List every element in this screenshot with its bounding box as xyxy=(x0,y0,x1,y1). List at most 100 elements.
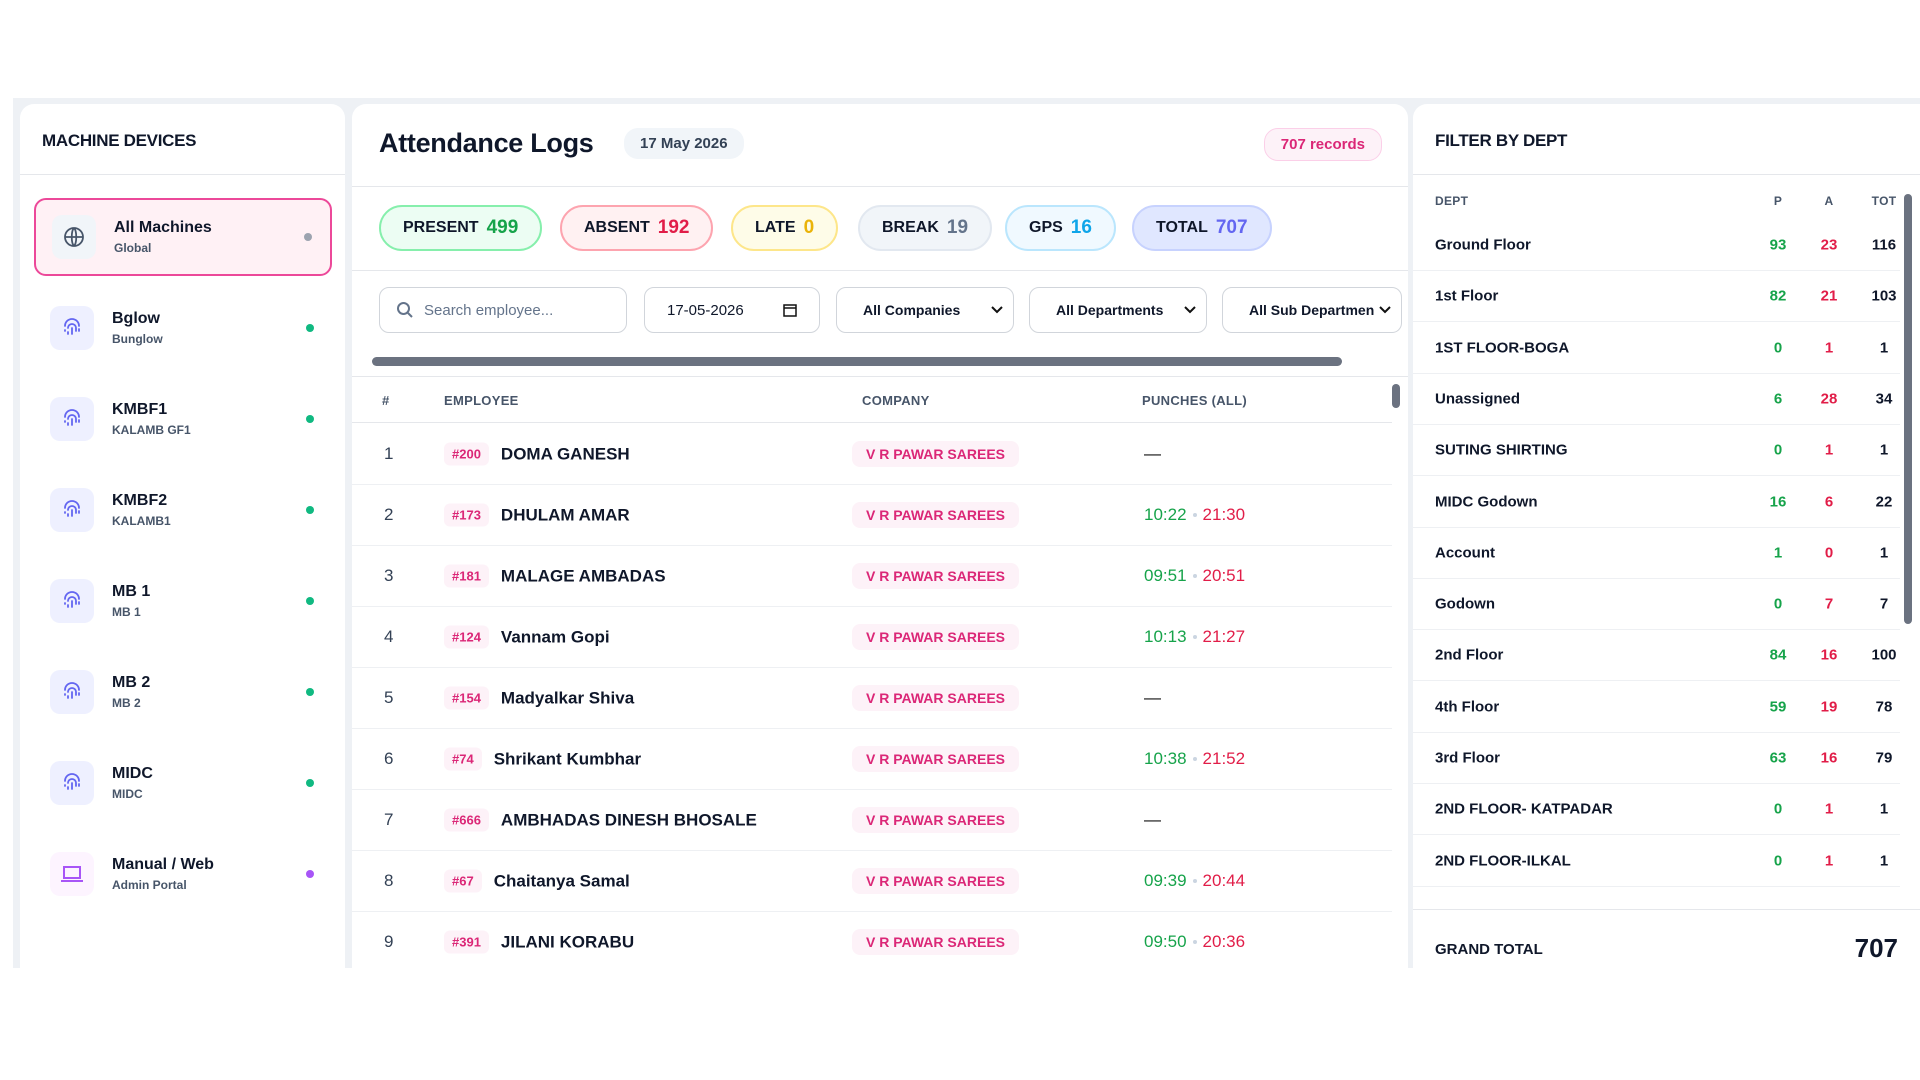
device-text: All Machines Global xyxy=(114,219,304,255)
dept-row[interactable]: Godown 0 7 7 xyxy=(1413,579,1900,631)
dept-count: 100 xyxy=(1871,646,1897,664)
dept-row[interactable]: 1st Floor 82 21 103 xyxy=(1413,271,1900,323)
device-item[interactable]: KMBF2 KALAMB1 xyxy=(34,471,332,549)
dept-row[interactable]: 2ND FLOOR-ILKAL 0 1 1 xyxy=(1413,836,1900,887)
select[interactable]: All Sub Departmen xyxy=(1222,287,1402,333)
device-name: KMBF2 xyxy=(112,492,168,509)
dept-row[interactable]: Ground Floor 93 23 116 xyxy=(1413,220,1900,271)
stat-pill[interactable]: TOTAL 707 xyxy=(1132,205,1272,251)
device-icon xyxy=(50,761,94,805)
dept-count: 82 xyxy=(1769,287,1787,305)
stat-pill[interactable]: BREAK 19 xyxy=(858,205,993,251)
device-icon xyxy=(50,670,94,714)
company-tag: V R PAWAR SAREES xyxy=(852,624,1019,650)
device-item[interactable]: All Machines Global xyxy=(34,198,332,276)
device-item[interactable]: MIDC MIDC xyxy=(34,744,332,822)
dept-row[interactable]: 2ND FLOOR- KATPADAR 0 1 1 xyxy=(1413,784,1900,836)
device-text: MB 2 MB 2 xyxy=(112,674,306,710)
column-header: PUNCHES (ALL) xyxy=(1142,393,1248,408)
dept-count: 1 xyxy=(1824,441,1834,459)
dept-count: 79 xyxy=(1875,749,1893,767)
dept-row[interactable]: Unassigned 6 28 34 xyxy=(1413,374,1900,425)
device-sub: MIDC xyxy=(112,787,143,801)
column-header: DEPT xyxy=(1435,194,1469,208)
dept-name: 2nd Floor xyxy=(1435,646,1504,664)
dept-row[interactable]: Account 1 0 1 xyxy=(1413,528,1900,579)
dept-count: 16 xyxy=(1820,749,1838,767)
punches: 09:51 20:51 xyxy=(1144,566,1245,586)
select-value: All Sub Departmen xyxy=(1249,302,1375,318)
log-row: 3 #181 MALAGE AMBADAS V R PAWAR SAREES 09:51… xyxy=(352,546,1392,607)
punch-out: 21:52 xyxy=(1202,749,1246,768)
select[interactable]: All Departments xyxy=(1029,287,1207,333)
dept-row[interactable]: MIDC Godown 16 6 22 xyxy=(1413,477,1900,528)
employee-id: #200 xyxy=(444,442,489,466)
punch-in: — xyxy=(1144,444,1161,463)
device-item[interactable]: Bglow Bunglow xyxy=(34,289,332,367)
dept-count: 59 xyxy=(1769,698,1787,716)
date-chip: 17 May 2026 xyxy=(624,128,744,159)
h-scrollbar[interactable] xyxy=(372,357,1342,366)
select[interactable]: All Companies xyxy=(836,287,1014,333)
search-box[interactable]: Search employee... xyxy=(379,287,627,333)
stat-pill[interactable]: ABSENT 192 xyxy=(560,205,714,251)
dept-row[interactable]: 1ST FLOOR-BOGA 0 1 1 xyxy=(1413,323,1900,374)
employee-id: #154 xyxy=(444,686,489,710)
punches: 10:38 21:52 xyxy=(1144,749,1245,769)
dept-count: 0 xyxy=(1773,800,1783,818)
device-item[interactable]: MB 1 MB 1 xyxy=(34,562,332,640)
select-value: All Companies xyxy=(863,302,961,318)
device-sub: MB 1 xyxy=(112,605,141,619)
employee-name: AMBHADAS DINESH BHOSALE xyxy=(500,810,757,829)
grand-total-label: GRAND TOTAL xyxy=(1435,941,1543,958)
row-number: 6 xyxy=(384,749,394,768)
grand-total-value: 707 xyxy=(1854,933,1898,963)
dept-row[interactable]: SUTING SHIRTING 0 1 1 xyxy=(1413,425,1900,477)
v-scrollbar[interactable] xyxy=(1904,194,1912,624)
dept-count: 116 xyxy=(1871,236,1897,254)
punch-in: 10:38 xyxy=(1144,749,1187,768)
status-dot xyxy=(306,324,314,332)
device-sub: Admin Portal xyxy=(112,878,187,892)
device-item[interactable]: Manual / Web Admin Portal xyxy=(34,835,332,913)
stat-value: 707 xyxy=(1215,217,1248,238)
dept-row[interactable]: 4th Floor 59 19 78 xyxy=(1413,682,1900,733)
dept-count: 1 xyxy=(1824,800,1834,818)
dept-count: 19 xyxy=(1820,698,1838,716)
employee-name: Shrikant Kumbhar xyxy=(493,749,642,768)
v-scrollbar[interactable] xyxy=(1392,384,1400,408)
device-icon xyxy=(52,215,96,259)
log-row: 8 #67 Chaitanya Samal V R PAWAR SAREES 09:39… xyxy=(352,851,1392,912)
stat-value: 16 xyxy=(1070,217,1092,238)
employee-id: #67 xyxy=(444,869,482,893)
status-dot xyxy=(306,506,314,514)
stat-pill[interactable]: LATE 0 xyxy=(731,205,839,251)
dept-row[interactable]: 2nd Floor 84 16 100 xyxy=(1413,630,1900,682)
dept-row[interactable]: 3rd Floor 63 16 79 xyxy=(1413,733,1900,784)
row-number: 8 xyxy=(384,871,394,890)
device-name: Manual / Web xyxy=(112,856,214,873)
stat-pill[interactable]: GPS 16 xyxy=(1005,205,1116,251)
status-dot xyxy=(304,233,312,241)
dept-count: 103 xyxy=(1871,287,1897,305)
device-text: Bglow Bunglow xyxy=(112,310,306,346)
column-header: EMPLOYEE xyxy=(444,393,519,408)
status-dot xyxy=(306,779,314,787)
dept-count: 1 xyxy=(1824,852,1834,870)
employee-id: #74 xyxy=(444,747,482,771)
panel-title: MACHINE DEVICES xyxy=(42,131,197,150)
search-placeholder: Search employee... xyxy=(424,301,554,319)
company-tag: V R PAWAR SAREES xyxy=(852,563,1019,589)
stat-value: 19 xyxy=(946,217,969,238)
punch-in: 09:51 xyxy=(1144,566,1187,585)
employee-id: #181 xyxy=(444,564,489,588)
device-item[interactable]: MB 2 MB 2 xyxy=(34,653,332,731)
employee-id: #173 xyxy=(444,503,489,527)
row-number: 9 xyxy=(384,932,394,951)
date-input[interactable]: 17-05-2026 xyxy=(644,287,820,333)
stat-pill[interactable]: PRESENT 499 xyxy=(379,205,543,251)
dept-count: 93 xyxy=(1769,236,1787,254)
employee-name: Chaitanya Samal xyxy=(493,871,630,890)
device-item[interactable]: KMBF1 KALAMB GF1 xyxy=(34,380,332,458)
devices-panel: MACHINE DEVICES All Machines Global Bglow B… xyxy=(20,104,345,968)
